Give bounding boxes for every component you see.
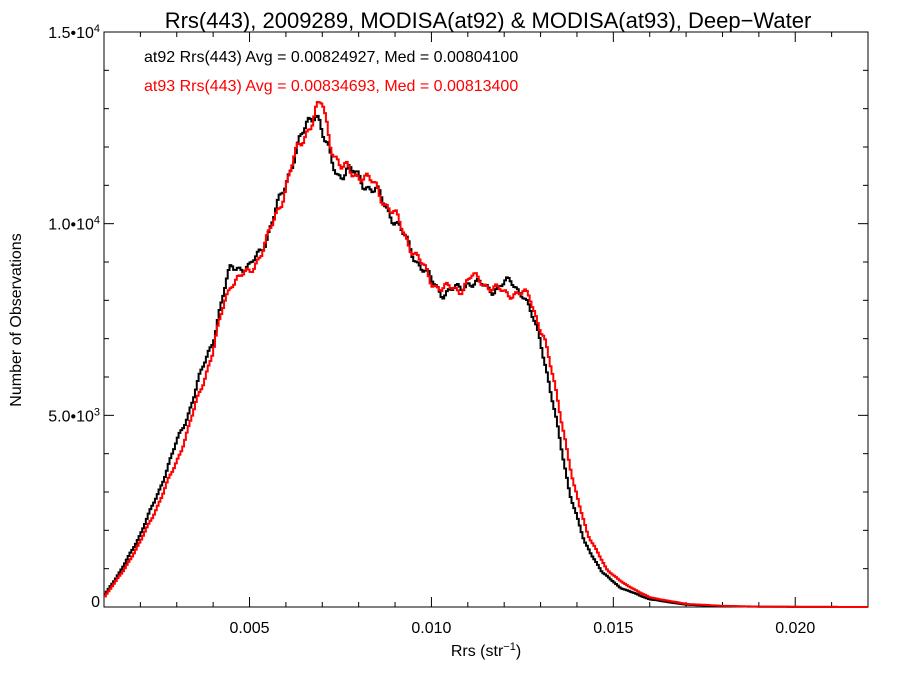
- y-tick-label: 5.0•103: [48, 406, 100, 425]
- x-tick-label: 0.020: [775, 620, 815, 637]
- x-axis-label-sup: −1: [503, 641, 516, 653]
- x-axis-label-main: Rrs (str: [451, 643, 504, 660]
- x-axis-label: Rrs (str−1): [451, 641, 521, 660]
- x-tick-label: 0.015: [593, 620, 633, 637]
- x-tick-label: 0.005: [230, 620, 270, 637]
- y-axis: 0 5.0•103 1.0•104 1.5•104: [48, 23, 868, 611]
- series-group: [104, 101, 868, 608]
- x-axis: 0.005 0.010 0.015 0.020: [103, 32, 869, 637]
- x-axis-label-close: ): [516, 643, 521, 660]
- y-tick-label: 1.0•104: [48, 215, 100, 234]
- plot-frame: [103, 31, 869, 608]
- y-tick-label: 0: [91, 594, 100, 611]
- y-tick-label: 1.5•104: [48, 23, 100, 42]
- chart-title: Rrs(443), 2009289, MODISA(at92) & MODISA…: [165, 8, 812, 33]
- series-line-at92: [104, 114, 868, 608]
- x-tick-label: 0.010: [411, 620, 451, 637]
- annotation-at93: at93 Rrs(443) Avg = 0.00834693, Med = 0.…: [144, 78, 518, 95]
- y-axis-label: Number of Observations: [8, 233, 25, 406]
- series-line-at93: [104, 101, 868, 608]
- annotation-at92: at92 Rrs(443) Avg = 0.00824927, Med = 0.…: [144, 49, 518, 66]
